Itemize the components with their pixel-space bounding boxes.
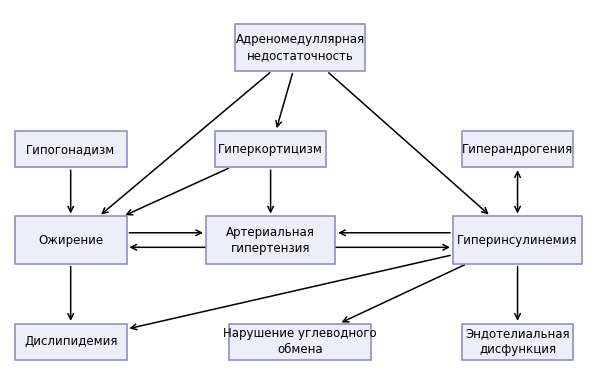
FancyBboxPatch shape (462, 131, 574, 167)
Text: Гиперинсулинемия: Гиперинсулинемия (457, 233, 578, 247)
FancyBboxPatch shape (215, 131, 326, 167)
FancyBboxPatch shape (206, 216, 335, 264)
Text: Гиперандрогения: Гиперандрогения (462, 142, 573, 156)
FancyBboxPatch shape (462, 324, 574, 360)
FancyBboxPatch shape (235, 24, 365, 71)
Text: Артериальная
гипертензия: Артериальная гипертензия (226, 226, 315, 255)
Text: Гипогонадизм: Гипогонадизм (26, 142, 115, 156)
Text: Адреномедуллярная
недостаточность: Адреномедуллярная недостаточность (235, 33, 365, 62)
Text: Ожирение: Ожирение (38, 233, 103, 247)
FancyBboxPatch shape (15, 216, 127, 264)
Text: Дислипидемия: Дислипидемия (24, 335, 118, 348)
Text: Нарушение углеводного
обмена: Нарушение углеводного обмена (223, 327, 377, 356)
Text: Гиперкортицизм: Гиперкортицизм (218, 142, 323, 156)
Text: Эндотелиальная
дисфункция: Эндотелиальная дисфункция (465, 327, 570, 356)
FancyBboxPatch shape (453, 216, 582, 264)
FancyBboxPatch shape (15, 131, 127, 167)
FancyBboxPatch shape (229, 324, 371, 360)
FancyBboxPatch shape (15, 324, 127, 360)
